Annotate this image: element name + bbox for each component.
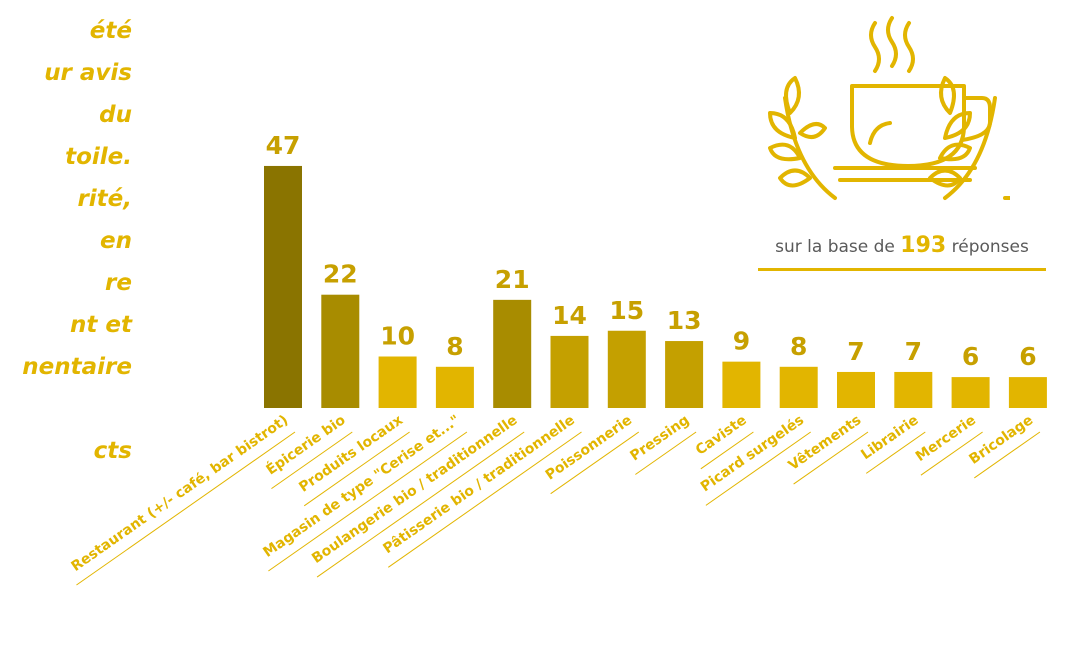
- bar-value-label: 15: [609, 296, 644, 325]
- bar: [550, 335, 589, 408]
- category-underline: [635, 431, 697, 475]
- bar: [722, 361, 761, 408]
- category-underline: [974, 431, 1041, 479]
- category-label: Librairie: [858, 412, 921, 463]
- side-text-line: re: [105, 270, 132, 296]
- bar: [665, 341, 704, 408]
- category-underline: [271, 431, 353, 490]
- bar: [951, 377, 990, 408]
- category-underline: [303, 431, 410, 507]
- category-underline: [316, 431, 525, 578]
- category-label: Picard surgelés: [698, 412, 807, 495]
- bar: [1008, 377, 1047, 408]
- bar-value-label: 9: [733, 327, 750, 356]
- category-underline: [865, 431, 926, 474]
- bar-value-label: 8: [790, 332, 807, 361]
- bar: [779, 366, 818, 408]
- bar: [264, 165, 302, 408]
- basis-prefix: sur la base de: [775, 237, 895, 257]
- bar-value-label: 8: [446, 332, 463, 361]
- category-underline: [700, 431, 754, 470]
- side-text-line: ur avis: [44, 60, 132, 86]
- side-text-line: rité,: [77, 186, 132, 212]
- basis-underline: [758, 268, 1046, 271]
- bar: [894, 371, 933, 408]
- side-text-line: nentaire: [22, 354, 132, 380]
- side-text-line: toile.: [65, 144, 132, 170]
- bar: [378, 356, 417, 408]
- category-underline: [920, 431, 983, 476]
- category-underline: [793, 431, 869, 485]
- response-basis: sur la base de 193 réponses: [758, 233, 1046, 258]
- bar-value-label: 10: [380, 322, 415, 351]
- bar-value-label: 7: [847, 337, 864, 366]
- basis-suffix: réponses: [951, 237, 1029, 257]
- bar-value-label: 47: [266, 131, 301, 160]
- category-underline: [550, 431, 640, 495]
- bar: [493, 299, 532, 408]
- coffee-cup-laurel-icon: [768, 16, 1010, 201]
- category-underline: [268, 431, 468, 572]
- side-text-line: du: [99, 102, 132, 128]
- bar-value-label: 7: [905, 337, 922, 366]
- side-text-block: été ur avis du toile. rité, en re nt et nentaire…: [0, 0, 150, 560]
- side-text-line: été: [89, 18, 132, 44]
- bar: [435, 366, 474, 408]
- bar: [837, 371, 875, 408]
- category-underline: [76, 431, 296, 586]
- category-underline: [388, 431, 582, 568]
- side-text-line: nt et: [70, 312, 132, 338]
- bar-value-label: 22: [323, 260, 358, 289]
- side-text-line: cts: [93, 438, 132, 464]
- bar-value-label: 6: [962, 342, 979, 371]
- bar: [607, 330, 646, 408]
- bar: [321, 294, 360, 408]
- bar-value-label: 13: [667, 306, 702, 335]
- side-text-line: en: [100, 228, 132, 254]
- category-underline: [705, 431, 811, 506]
- bar-value-label: 14: [552, 301, 587, 330]
- category-label: Restaurant (+/- café, bar bistrot): [69, 412, 292, 575]
- category-label: Pressing: [627, 412, 692, 464]
- bar-value-label: 6: [1019, 342, 1036, 371]
- bar-value-label: 21: [495, 265, 530, 294]
- category-label: Boulangerie bio / traditionnelle: [309, 412, 520, 567]
- basis-count: 193: [900, 233, 947, 258]
